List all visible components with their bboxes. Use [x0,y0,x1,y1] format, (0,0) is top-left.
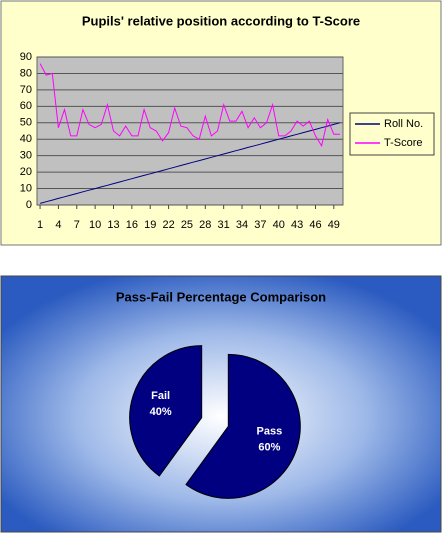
chart-title: Pass-Fail Percentage Comparison [116,289,326,304]
x-tick-label: 40 [273,219,285,231]
y-tick-label: 70 [20,84,32,96]
series-line [39,122,341,204]
x-tick-label: 25 [181,219,193,231]
x-tick-label: 22 [162,219,174,231]
legend [349,112,435,156]
x-tick-label: 34 [236,219,248,231]
x-tick-label: 46 [309,219,321,231]
x-tick-label: 28 [199,219,211,231]
x-tick-label: 49 [328,219,340,231]
x-tick-label: 4 [55,219,61,231]
x-tick-label: 13 [107,219,119,231]
x-tick-label: 43 [291,219,303,231]
x-tick-label: 10 [89,219,101,231]
slice-value: 60% [258,442,280,454]
series-line [39,63,340,148]
y-tick-label: 20 [20,166,32,178]
x-tick-label: 7 [74,219,80,231]
x-tick-label: 1 [37,219,43,231]
x-tick-label: 16 [126,219,138,231]
slice-value: 40% [150,406,172,418]
y-tick-label: 60 [20,100,32,112]
y-tick-label: 80 [20,67,32,79]
pie-slice [185,353,301,499]
y-tick-label: 50 [20,117,32,129]
slice-label: Fail [151,390,170,402]
y-tick-label: 0 [26,199,32,211]
y-tick-label: 90 [20,51,32,63]
legend-label: Roll No. [384,118,423,130]
slice-label: Pass [257,426,283,438]
x-tick-label: 31 [218,219,230,231]
y-tick-label: 40 [20,133,32,145]
legend-label: T-Score [384,137,423,149]
pie-slice [129,345,203,477]
chart-title: Pupils' relative position according to T… [82,13,360,28]
y-tick-label: 30 [20,150,32,162]
x-tick-label: 37 [254,219,266,231]
y-tick-label: 10 [20,182,32,194]
x-tick-label: 19 [144,219,156,231]
